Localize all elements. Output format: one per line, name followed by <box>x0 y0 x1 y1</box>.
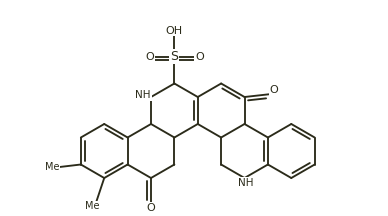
Text: O: O <box>269 85 278 95</box>
Text: O: O <box>195 51 204 62</box>
Text: NH: NH <box>135 90 151 100</box>
Text: Me: Me <box>45 162 59 172</box>
Text: S: S <box>170 50 178 63</box>
Text: O: O <box>147 203 155 213</box>
Text: OH: OH <box>166 25 183 36</box>
Text: O: O <box>145 51 154 62</box>
Text: Me: Me <box>85 201 99 211</box>
Text: NH: NH <box>238 178 253 188</box>
